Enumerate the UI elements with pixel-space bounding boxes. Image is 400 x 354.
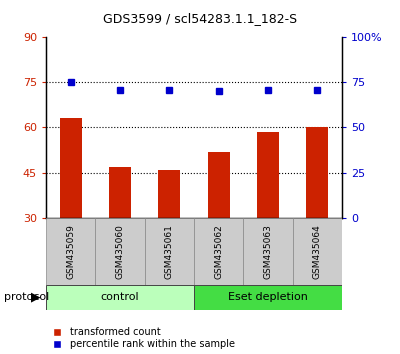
Text: GSM435063: GSM435063 <box>264 224 272 279</box>
Bar <box>109 167 131 218</box>
Bar <box>158 170 180 218</box>
Text: Eset depletion: Eset depletion <box>228 292 308 302</box>
Bar <box>208 152 230 218</box>
Text: ▶: ▶ <box>31 291 41 304</box>
Bar <box>145 218 194 285</box>
Text: GSM435064: GSM435064 <box>313 224 322 279</box>
Bar <box>46 285 194 310</box>
Text: GSM435059: GSM435059 <box>66 224 75 279</box>
Bar <box>46 218 95 285</box>
Text: GSM435060: GSM435060 <box>116 224 124 279</box>
Bar <box>95 218 145 285</box>
Text: control: control <box>101 292 139 302</box>
Bar <box>243 218 293 285</box>
Text: protocol: protocol <box>4 292 49 302</box>
Bar <box>194 285 342 310</box>
Text: GSM435062: GSM435062 <box>214 224 223 279</box>
Text: GSM435061: GSM435061 <box>165 224 174 279</box>
Bar <box>60 118 82 218</box>
Text: GDS3599 / scl54283.1.1_182-S: GDS3599 / scl54283.1.1_182-S <box>103 12 297 25</box>
Legend: transformed count, percentile rank within the sample: transformed count, percentile rank withi… <box>48 327 235 349</box>
Bar <box>194 218 243 285</box>
Bar <box>293 218 342 285</box>
Bar <box>306 127 328 218</box>
Bar <box>257 132 279 218</box>
